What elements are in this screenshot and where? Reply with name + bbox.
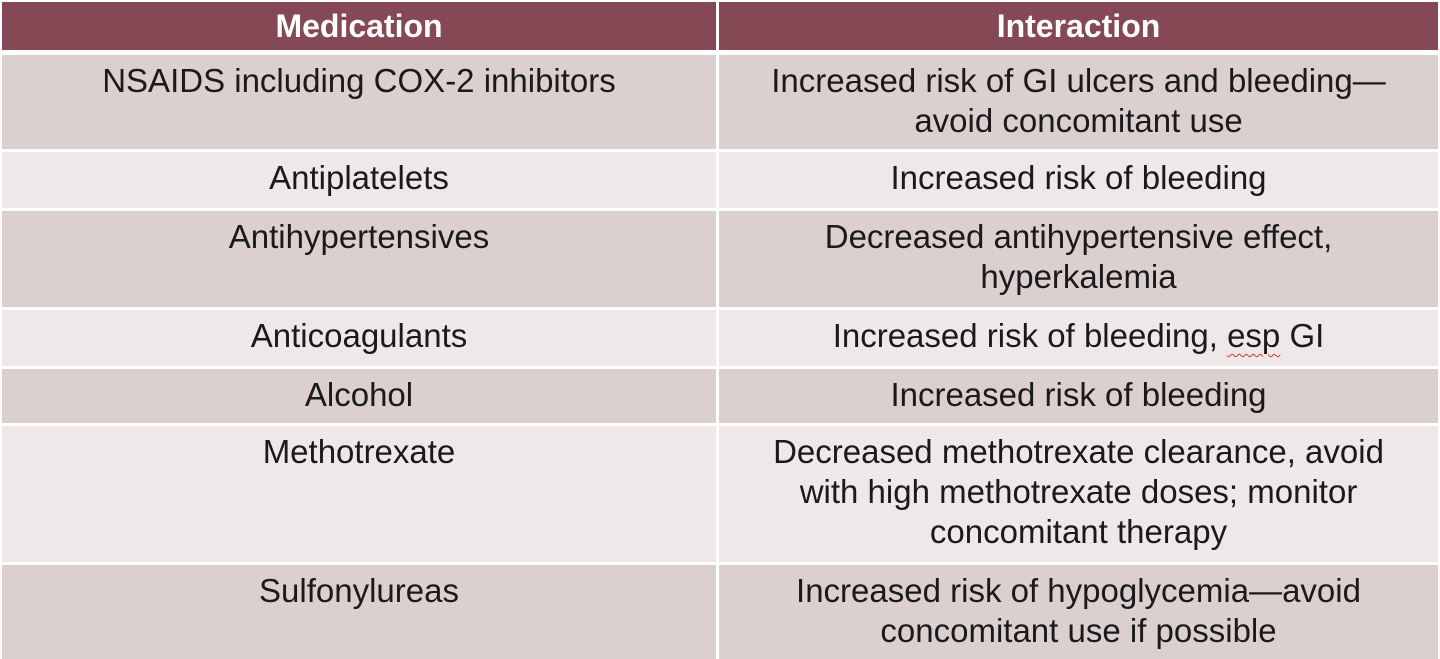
interaction-cell: Increased risk of bleeding, esp GI [719, 310, 1438, 369]
interaction-cell: Decreased methotrexate clearance, avoid … [719, 426, 1438, 565]
interaction-line: hyperkalemia [980, 258, 1177, 295]
interaction-line: Increased risk of bleeding [890, 159, 1267, 196]
interaction-cell: Increased risk of GI ulcers and bleeding… [719, 55, 1438, 152]
header-interaction: Interaction [719, 2, 1438, 55]
interaction-line: Decreased methotrexate clearance, avoid [773, 433, 1384, 470]
interaction-line: Increased risk of GI ulcers and bleeding… [771, 62, 1386, 99]
medication-cell: Sulfonylureas [2, 565, 719, 659]
interaction-text: GI [1280, 317, 1325, 354]
header-medication: Medication [2, 2, 719, 55]
table-row: Alcohol Increased risk of bleeding [2, 369, 1438, 426]
table-row: NSAIDS including COX-2 inhibitors Increa… [2, 55, 1438, 152]
medication-cell: Alcohol [2, 369, 719, 426]
spellcheck-flagged-word: esp [1227, 317, 1281, 354]
medication-cell: Antihypertensives [2, 211, 719, 310]
interaction-cell: Increased risk of bleeding [719, 369, 1438, 426]
interaction-cell: Increased risk of bleeding [719, 152, 1438, 211]
interaction-line: concomitant therapy [929, 513, 1228, 550]
interaction-text: Increased risk of bleeding, [832, 317, 1228, 354]
medication-cell: NSAIDS including COX-2 inhibitors [2, 55, 719, 152]
interaction-line: Increased risk of bleeding, esp GI [719, 316, 1438, 356]
interaction-line: with high methotrexate doses; monitor [799, 473, 1358, 510]
interaction-line: avoid concomitant use [914, 102, 1243, 139]
table-row: Methotrexate Decreased methotrexate clea… [2, 426, 1438, 565]
interaction-line: Decreased antihypertensive effect, [824, 218, 1333, 255]
interaction-line: Increased risk of bleeding [890, 376, 1267, 413]
medication-cell: Methotrexate [2, 426, 719, 565]
table-row: Antihypertensives Decreased antihyperten… [2, 211, 1438, 310]
interaction-cell: Decreased antihypertensive effect, hyper… [719, 211, 1438, 310]
table-row: Anticoagulants Increased risk of bleedin… [2, 310, 1438, 369]
interaction-line: concomitant use if possible [880, 612, 1277, 649]
medication-cell: Antiplatelets [2, 152, 719, 211]
medication-cell: Anticoagulants [2, 310, 719, 369]
interaction-cell: Increased risk of hypoglycemia—avoid con… [719, 565, 1438, 659]
table-row: Sulfonylureas Increased risk of hypoglyc… [2, 565, 1438, 659]
interaction-line: Increased risk of hypoglycemia—avoid [796, 572, 1361, 609]
table-header-row: Medication Interaction [2, 2, 1438, 55]
table-row: Antiplatelets Increased risk of bleeding [2, 152, 1438, 211]
